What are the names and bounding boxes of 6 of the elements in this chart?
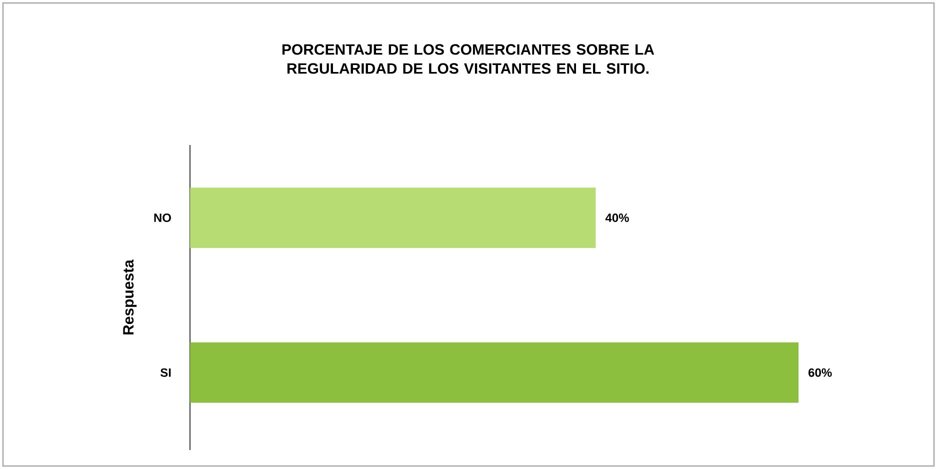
y-axis-title: Respuesta — [123, 259, 137, 334]
data-label: 60% — [808, 368, 832, 377]
chart-title: PORCENTAJE DE LOS COMERCIANTES SOBRE LA REGULARIDAD DE LOS VISITANTES EN EL SITIO. — [282, 44, 654, 74]
data-label: 40% — [605, 214, 629, 222]
y-tick-label: SI — [160, 368, 171, 377]
y-tick-label: NO — [154, 214, 171, 222]
